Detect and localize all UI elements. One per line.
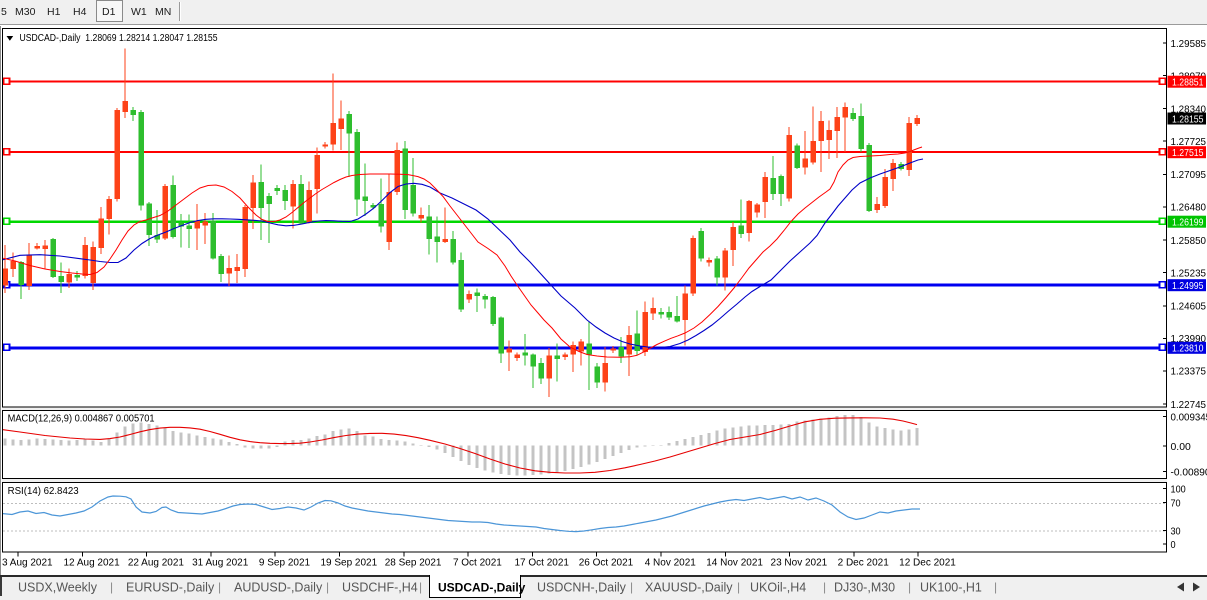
svg-text:3 Aug 2021: 3 Aug 2021 (2, 558, 53, 569)
svg-text:30: 30 (1171, 525, 1181, 537)
svg-text:1.29585: 1.29585 (1171, 38, 1207, 50)
svg-text:70: 70 (1171, 497, 1181, 509)
svg-text:1.25235: 1.25235 (1171, 267, 1207, 279)
svg-text:|: | (110, 580, 113, 594)
svg-text:7 Oct 2021: 7 Oct 2021 (453, 558, 502, 569)
svg-text:|: | (737, 580, 740, 594)
svg-text:9 Sep 2021: 9 Sep 2021 (259, 558, 311, 569)
svg-text:5: 5 (1, 6, 7, 18)
svg-text:1.26199: 1.26199 (1172, 217, 1204, 229)
svg-text:4 Nov 2021: 4 Nov 2021 (645, 558, 697, 569)
svg-text:28 Sep 2021: 28 Sep 2021 (385, 558, 442, 569)
svg-text:|: | (419, 580, 422, 594)
svg-text:31 Aug 2021: 31 Aug 2021 (192, 558, 249, 569)
svg-text:23 Nov 2021: 23 Nov 2021 (771, 558, 828, 569)
svg-text:-0.008900: -0.008900 (1171, 467, 1207, 479)
svg-text:MN: MN (155, 6, 171, 18)
svg-text:0.00: 0.00 (1171, 441, 1191, 453)
svg-text:M30: M30 (15, 6, 36, 18)
svg-text:EURUSD-,Daily: EURUSD-,Daily (126, 581, 215, 595)
svg-text:XAUUSD-,Daily: XAUUSD-,Daily (645, 581, 733, 595)
svg-text:DJ30-,M30: DJ30-,M30 (834, 581, 895, 595)
svg-text:12 Dec 2021: 12 Dec 2021 (899, 558, 956, 569)
svg-text:|: | (823, 580, 826, 594)
svg-text:AUDUSD-,Daily: AUDUSD-,Daily (234, 581, 323, 595)
svg-text:|: | (908, 580, 911, 594)
svg-text:USDCHF-,H4: USDCHF-,H4 (342, 581, 418, 595)
svg-text:1.24995: 1.24995 (1172, 280, 1204, 292)
svg-text:1.27515: 1.27515 (1172, 147, 1204, 159)
svg-text:1.24605: 1.24605 (1171, 301, 1207, 313)
svg-text:17 Oct 2021: 17 Oct 2021 (514, 558, 569, 569)
svg-text:1.26480: 1.26480 (1171, 202, 1207, 214)
svg-text:W1: W1 (131, 6, 147, 18)
svg-text:19 Sep 2021: 19 Sep 2021 (320, 558, 377, 569)
svg-text:UK100-,H1: UK100-,H1 (920, 581, 982, 595)
svg-text:1.27095: 1.27095 (1171, 169, 1207, 181)
svg-text:1.22745: 1.22745 (1171, 399, 1207, 411)
svg-text:USDCNH-,Daily: USDCNH-,Daily (537, 581, 627, 595)
svg-text:2 Dec 2021: 2 Dec 2021 (838, 558, 890, 569)
svg-text:100: 100 (1171, 483, 1186, 495)
svg-text:|: | (630, 580, 633, 594)
svg-text:14 Nov 2021: 14 Nov 2021 (706, 558, 763, 569)
svg-text:1.28155: 1.28155 (1172, 113, 1204, 125)
svg-text:H4: H4 (73, 6, 87, 18)
svg-text:1.27725: 1.27725 (1171, 136, 1207, 148)
svg-text:|: | (326, 580, 329, 594)
svg-text:UKOil-,H4: UKOil-,H4 (750, 581, 806, 595)
svg-text:USDCAD-,Daily 1.28069 1.28214: USDCAD-,Daily 1.28069 1.28214 1.28047 1.… (20, 33, 218, 44)
svg-text:D1: D1 (102, 6, 116, 18)
svg-text:MACD(12,26,9) 0.004867 0.00570: MACD(12,26,9) 0.004867 0.005701 (8, 414, 155, 425)
svg-text:12 Aug 2021: 12 Aug 2021 (64, 558, 121, 569)
svg-text:|: | (994, 580, 997, 594)
svg-text:1.23810: 1.23810 (1172, 343, 1204, 355)
svg-text:1.23375: 1.23375 (1171, 366, 1207, 378)
svg-text:USDX,Weekly: USDX,Weekly (18, 581, 98, 595)
svg-text:22 Aug 2021: 22 Aug 2021 (128, 558, 185, 569)
svg-text:RSI(14) 62.8423: RSI(14) 62.8423 (8, 486, 79, 497)
svg-text:USDCAD-,Daily: USDCAD-,Daily (438, 581, 526, 595)
svg-text:0.009345: 0.009345 (1171, 412, 1207, 424)
svg-text:1.28851: 1.28851 (1172, 77, 1204, 89)
svg-text:|: | (218, 580, 221, 594)
svg-text:1.25850: 1.25850 (1171, 235, 1207, 247)
svg-text:H1: H1 (47, 6, 61, 18)
svg-text:0: 0 (1171, 539, 1176, 551)
svg-text:26 Oct 2021: 26 Oct 2021 (579, 558, 634, 569)
